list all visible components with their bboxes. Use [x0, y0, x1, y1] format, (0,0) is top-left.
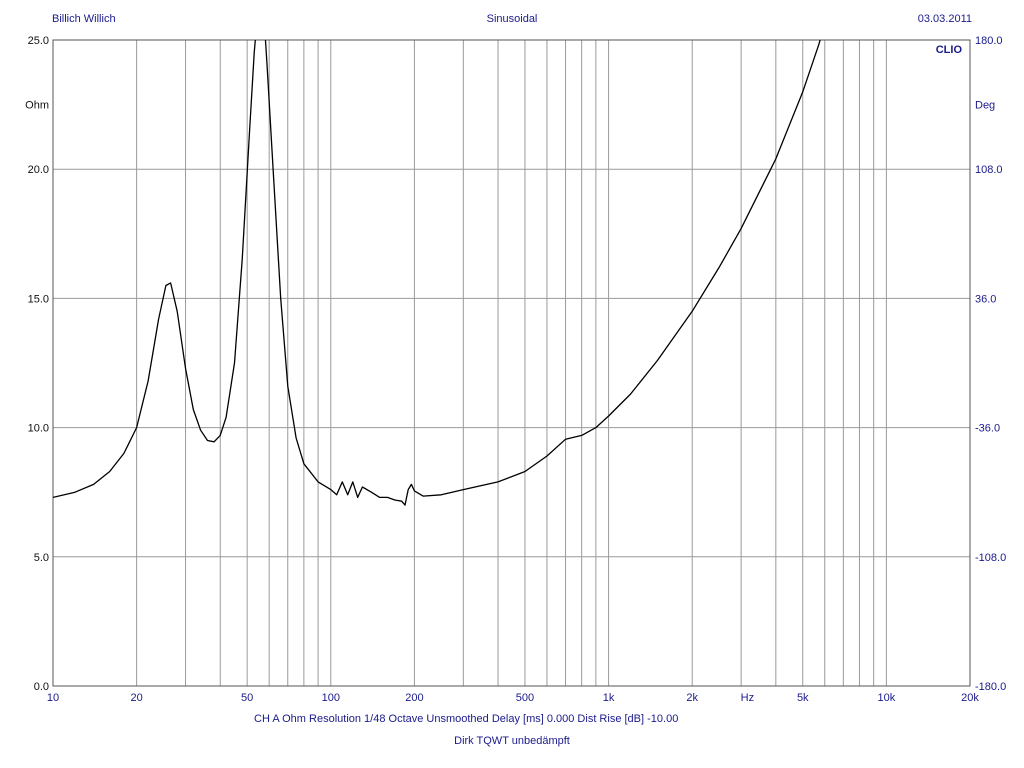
x-tick-label: 1k — [603, 692, 615, 704]
header-title: Sinusoidal — [486, 13, 538, 25]
measurement-caption: Dirk TQWT unbedämpft — [454, 735, 570, 747]
y2-tick-label: 180.0 — [975, 35, 1003, 47]
y2-axis-label: Deg — [975, 100, 995, 112]
x-tick-label: 10k — [878, 692, 896, 704]
x-tick-label: 200 — [405, 692, 423, 704]
y2-tick-label: 36.0 — [975, 293, 996, 305]
x-axis-label: Hz — [741, 692, 754, 704]
x-tick-label: 100 — [322, 692, 340, 704]
y-tick-label: 0.0 — [34, 681, 49, 693]
measurement-settings: CH A Ohm Resolution 1/48 Octave Unsmooth… — [254, 713, 679, 725]
x-tick-label: 20 — [130, 692, 142, 704]
header-left: Billich Willich — [52, 13, 116, 25]
y-tick-label: 20.0 — [28, 164, 49, 176]
x-tick-label: 500 — [516, 692, 534, 704]
x-tick-label: 5k — [797, 692, 809, 704]
y-tick-label: 15.0 — [28, 293, 49, 305]
y-tick-label: 10.0 — [28, 423, 49, 435]
impedance-curve — [53, 40, 821, 506]
y2-tick-label: -108.0 — [975, 552, 1006, 564]
clio-logo: CLIO — [936, 44, 963, 56]
x-tick-label: 10 — [47, 692, 59, 704]
x-tick-label: 2k — [686, 692, 698, 704]
header-date: 03.03.2011 — [917, 13, 972, 25]
plot-area — [53, 40, 970, 686]
x-tick-label: 20k — [961, 692, 979, 704]
y2-tick-label: 108.0 — [975, 164, 1003, 176]
y2-tick-label: -180.0 — [975, 681, 1006, 693]
x-tick-label: 50 — [241, 692, 253, 704]
y2-tick-label: -36.0 — [975, 423, 1000, 435]
y-axis-label: Ohm — [25, 100, 49, 112]
y-tick-label: 5.0 — [34, 552, 49, 564]
y-tick-label: 25.0 — [28, 35, 49, 47]
plot-border — [52, 39, 971, 687]
